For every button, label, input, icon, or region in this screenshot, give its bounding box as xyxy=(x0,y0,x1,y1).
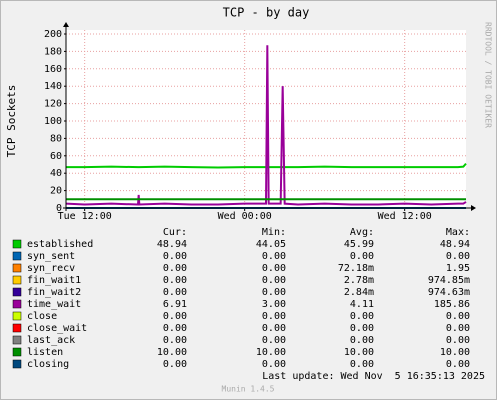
legend: Cur: Min: Avg: Max: established 48.94 44.05 45.… xyxy=(12,227,470,370)
legend-name: established xyxy=(27,239,93,250)
legend-name: time_wait xyxy=(27,299,81,310)
legend-max: 0.00 xyxy=(446,359,470,370)
legend-name: close_wait xyxy=(27,323,87,334)
series-line xyxy=(65,45,467,206)
legend-avg: 4.11 xyxy=(350,299,374,310)
legend-avg: 0.00 xyxy=(350,251,374,262)
legend-max: 48.94 xyxy=(440,239,470,250)
y-tick-label: 200 xyxy=(44,29,62,40)
legend-header: Avg: xyxy=(350,227,374,238)
legend-swatch xyxy=(12,347,22,357)
legend-min: 0.00 xyxy=(262,275,286,286)
legend-swatch xyxy=(12,359,22,369)
legend-cur: 10.00 xyxy=(157,347,187,358)
footer: Munin 1.4.5 xyxy=(222,385,275,394)
x-tick-label: Tue 12:00 xyxy=(58,211,112,222)
legend-swatch xyxy=(12,287,22,297)
legend-cur: 0.00 xyxy=(163,275,187,286)
legend-swatch xyxy=(12,275,22,285)
legend-min: 3.00 xyxy=(262,299,286,310)
legend-cur: 0.00 xyxy=(163,311,187,322)
legend-max: 0.00 xyxy=(446,323,470,334)
legend-cur: 0.00 xyxy=(163,323,187,334)
legend-name: last_ack xyxy=(27,335,75,346)
legend-min: 0.00 xyxy=(262,263,286,274)
legend-name: fin_wait1 xyxy=(27,275,81,286)
legend-max: 0.00 xyxy=(446,311,470,322)
legend-header: Max: xyxy=(446,227,470,238)
legend-swatch xyxy=(12,335,22,345)
legend-min: 0.00 xyxy=(262,251,286,262)
legend-header: Min: xyxy=(262,227,286,238)
y-tick-label: 100 xyxy=(44,116,62,127)
legend-cur: 0.00 xyxy=(163,359,187,370)
side-text: RRDTOOL / TOBI OETIKER xyxy=(484,22,493,128)
y-axis-label: TCP Sockets xyxy=(5,85,18,158)
y-tick-label: 160 xyxy=(44,64,62,75)
x-tick-label: Wed 00:00 xyxy=(218,211,272,222)
legend-swatch xyxy=(12,299,22,309)
legend-swatch xyxy=(12,239,22,249)
legend-min: 0.00 xyxy=(262,287,286,298)
legend-name: syn_recv xyxy=(27,263,75,274)
legend-name: fin_wait2 xyxy=(27,287,81,298)
y-tick-label: 60 xyxy=(50,151,62,162)
legend-max: 10.00 xyxy=(440,347,470,358)
y-tick-label: 120 xyxy=(44,99,62,110)
legend-min: 0.00 xyxy=(262,323,286,334)
y-tick-label: 0 xyxy=(56,203,62,214)
legend-avg: 0.00 xyxy=(350,335,374,346)
legend-avg: 45.99 xyxy=(344,239,374,250)
y-tick-label: 40 xyxy=(50,168,62,179)
legend-min: 0.00 xyxy=(262,359,286,370)
legend-max: 185.86 xyxy=(434,299,470,310)
legend-name: close xyxy=(27,311,57,322)
y-tick-label: 140 xyxy=(44,81,62,92)
legend-max: 0.00 xyxy=(446,335,470,346)
legend-max: 974.63m xyxy=(428,287,470,298)
legend-name: listen xyxy=(27,347,63,358)
last-update: Last update: Wed Nov 5 16:35:13 2025 xyxy=(262,371,485,382)
legend-avg: 2.78m xyxy=(344,275,374,286)
x-tick-label: Wed 12:00 xyxy=(378,211,432,222)
legend-cur: 0.00 xyxy=(163,335,187,346)
y-tick-label: 180 xyxy=(44,46,62,57)
legend-swatch xyxy=(12,311,22,321)
legend-max: 0.00 xyxy=(446,251,470,262)
y-tick-label: 20 xyxy=(50,186,62,197)
y-tick-label: 80 xyxy=(50,133,62,144)
legend-avg: 72.18m xyxy=(338,263,374,274)
legend-min: 44.05 xyxy=(256,239,286,250)
legend-avg: 0.00 xyxy=(350,359,374,370)
y-axis-arrow xyxy=(63,22,69,27)
legend-name: closing xyxy=(27,359,69,370)
legend-avg: 10.00 xyxy=(344,347,374,358)
legend-min: 0.00 xyxy=(262,335,286,346)
x-axis-arrow xyxy=(471,205,476,211)
legend-cur: 6.91 xyxy=(163,299,187,310)
legend-min: 10.00 xyxy=(256,347,286,358)
legend-cur: 0.00 xyxy=(163,263,187,274)
legend-cur: 48.94 xyxy=(157,239,187,250)
legend-avg: 2.84m xyxy=(344,287,374,298)
legend-cur: 0.00 xyxy=(163,287,187,298)
legend-swatch xyxy=(12,251,22,261)
legend-avg: 0.00 xyxy=(350,323,374,334)
legend-cur: 0.00 xyxy=(163,251,187,262)
legend-min: 0.00 xyxy=(262,311,286,322)
legend-swatch xyxy=(12,323,22,333)
legend-name: syn_sent xyxy=(27,251,75,262)
legend-max: 974.85m xyxy=(428,275,470,286)
legend-max: 1.95 xyxy=(446,263,470,274)
legend-header: Cur: xyxy=(163,227,187,238)
chart-title: TCP - by day xyxy=(223,6,310,20)
legend-swatch xyxy=(12,263,22,273)
legend-avg: 0.00 xyxy=(350,311,374,322)
